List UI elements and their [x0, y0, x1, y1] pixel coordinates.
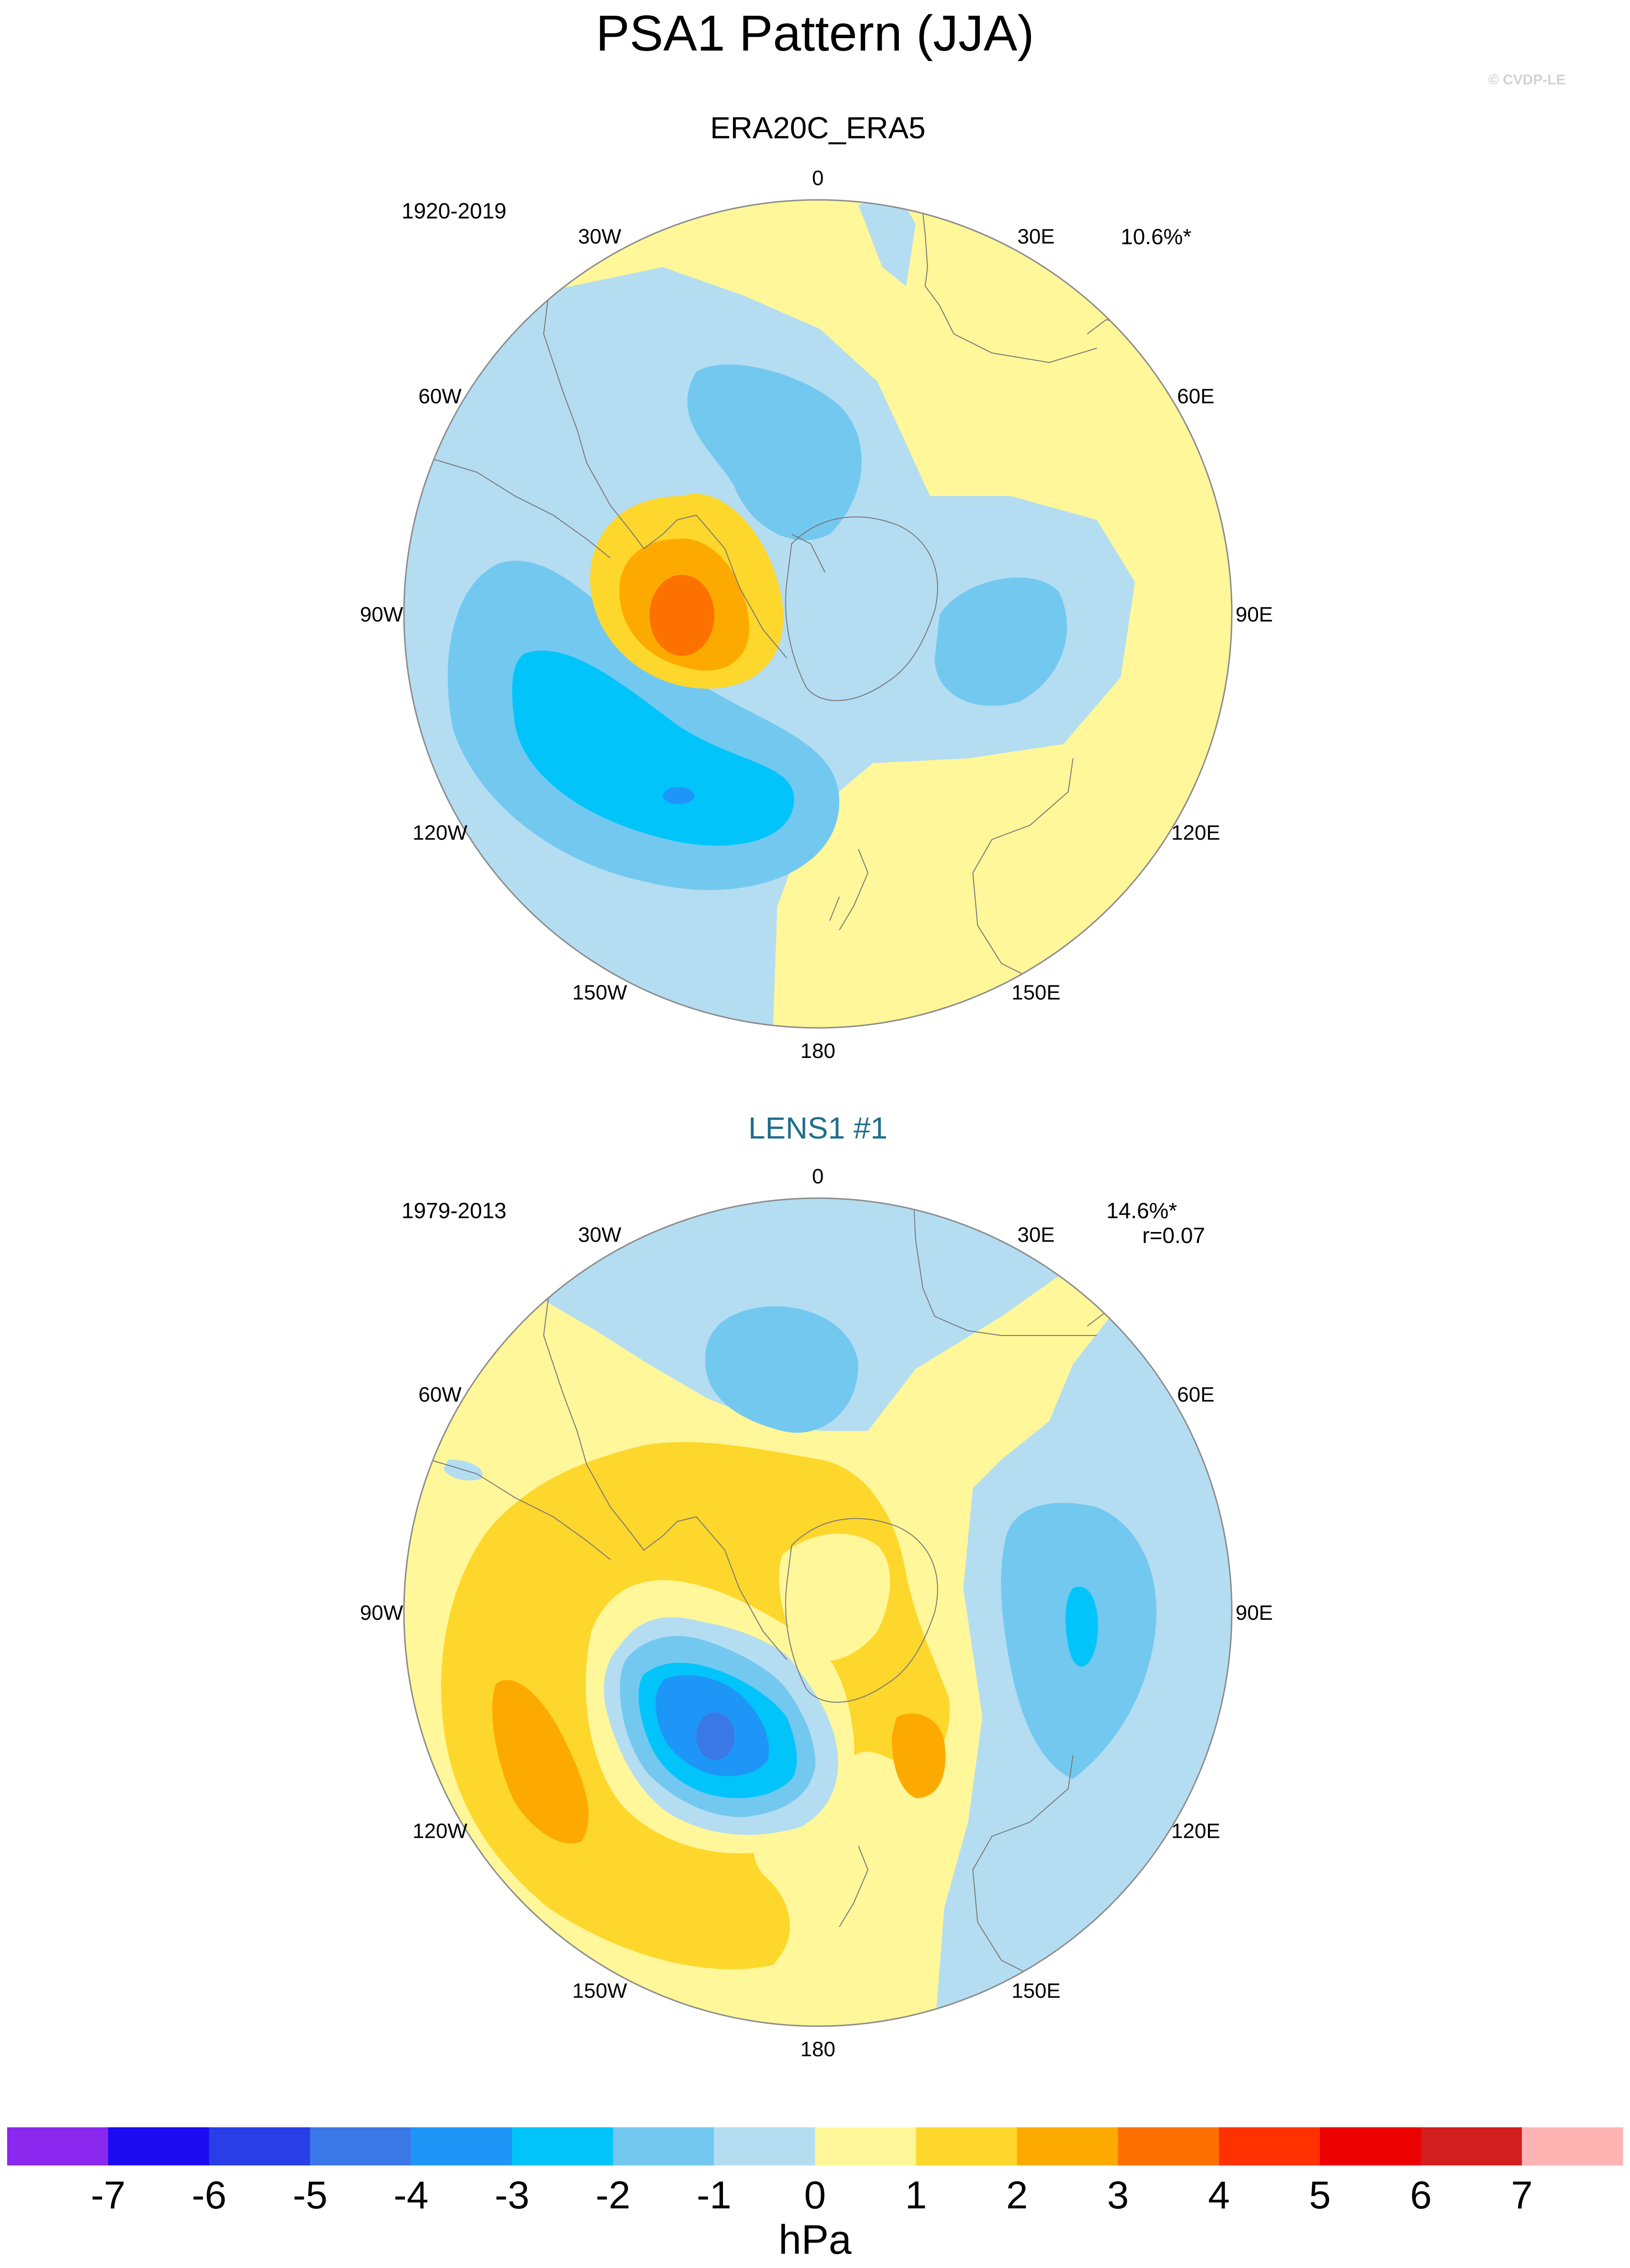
longitude-labels: 0 30E 60E 90E 120E 150E 180 150W 120W 90W 60W 30W: [360, 1165, 1273, 2061]
colorbar-swatch: [1320, 2127, 1421, 2165]
colorbar-tick-label: -4: [394, 2174, 429, 2217]
lon-label-120w: 120W: [413, 821, 467, 845]
colorbar-tick-label: 4: [1208, 2174, 1230, 2217]
map-field: [404, 200, 1232, 1028]
colorbar-swatch: [310, 2127, 412, 2165]
map-border: [403, 199, 1233, 1029]
figure-title: PSA1 Pattern (JJA): [596, 5, 1034, 62]
lon-label-60e: 60E: [1177, 1383, 1214, 1407]
contour-1-to-2-coast: [877, 1534, 898, 1547]
colorbar: hPa -7 -6 -5 -4 -3 -2 -1 0 1 2 3 4 5 6 7: [7, 2127, 1623, 2263]
colorbar-swatch: [1017, 2127, 1118, 2165]
contour-minus3-to-minus2-indian: [1065, 1586, 1098, 1667]
panel-title: ERA20C_ERA5: [710, 111, 926, 145]
contour-minus1-to-0-north: [858, 200, 916, 286]
contour-0-to-1-interior: [779, 1533, 890, 1661]
colorbar-tick-label: -6: [192, 2174, 227, 2217]
lon-label-30w: 30W: [578, 225, 621, 249]
colorbar-tick-label: -1: [697, 2174, 732, 2217]
variance-label: 10.6%*: [1121, 224, 1191, 249]
contour-minus4-to-minus3: [663, 787, 694, 804]
contour-2-to-3-indian: [892, 1713, 946, 1798]
lon-label-90e: 90E: [1236, 603, 1273, 626]
map-field: [404, 1198, 1232, 2026]
panel-title: LENS1 #1: [748, 1111, 887, 1145]
contour-minus2-to-minus1-indian: [935, 577, 1067, 706]
contour-minus5-to-minus4-ross: [696, 1712, 734, 1760]
coastlines: [429, 1198, 1135, 1985]
map-border: [403, 1197, 1233, 2027]
coastlines: [429, 200, 1135, 988]
period-label: 1979-2013: [402, 1198, 506, 1223]
colorbar-swatch: [613, 2127, 714, 2165]
colorbar-swatch: [714, 2127, 815, 2165]
copyright: © CVDP-LE: [1488, 72, 1566, 88]
colorbar-swatch: [1522, 2127, 1623, 2165]
lon-label-150w: 150W: [572, 1979, 627, 2002]
lon-label-30e: 30E: [1017, 1223, 1054, 1247]
panel-era20c-era5: ERA20C_ERA5 1920-2019 10.6%*: [360, 111, 1273, 1063]
colorbar-tick-label: -3: [495, 2174, 529, 2217]
variance-label: 14.6%*: [1106, 1198, 1177, 1223]
lon-label-180: 180: [800, 1039, 835, 1063]
contour-minus2-to-minus1-north: [687, 364, 862, 540]
colorbar-swatch: [512, 2127, 613, 2165]
colorbar-swatch: [916, 2127, 1017, 2165]
lon-label-120e: 120E: [1171, 821, 1220, 845]
colorbar-swatch: [1118, 2127, 1219, 2165]
contour-minus1-to-0-west-a: [410, 1278, 496, 1369]
colorbar-label: hPa: [778, 2217, 851, 2263]
lon-label-90e: 90E: [1236, 1601, 1273, 1625]
colorbar-tick-label: -2: [596, 2174, 630, 2217]
colorbar-tick-label: 1: [905, 2174, 927, 2217]
lon-label-120w: 120W: [413, 1820, 467, 1843]
lon-label-150e: 150E: [1011, 981, 1061, 1004]
colorbar-swatch: [411, 2127, 513, 2165]
lon-label-60w: 60W: [418, 385, 462, 408]
longitude-labels: 0 30E 60E 90E 120E 150E 180 150W 120W 90W 60W 30W: [360, 166, 1273, 1063]
lon-label-120e: 120E: [1171, 1820, 1220, 1843]
contour-2-to-3-pacific: [492, 1680, 589, 1844]
contour-minus3-to-minus2: [512, 651, 794, 846]
lon-label-60w: 60W: [418, 1383, 462, 1407]
lon-label-180: 180: [800, 2038, 835, 2061]
correlation-label: r=0.07: [1142, 1223, 1205, 1248]
lon-label-30e: 30E: [1017, 225, 1054, 249]
colorbar-tick-label: 5: [1309, 2174, 1331, 2217]
colorbar-tick-label: 0: [804, 2174, 826, 2217]
colorbar-tick-label: 2: [1006, 2174, 1028, 2217]
lon-label-90w: 90W: [360, 603, 403, 626]
colorbar-swatch: [209, 2127, 310, 2165]
lon-label-0: 0: [812, 166, 824, 190]
lon-label-90w: 90W: [360, 1601, 403, 1625]
period-label: 1920-2019: [402, 198, 506, 223]
colorbar-tick-label: 7: [1511, 2174, 1533, 2217]
lon-label-60e: 60E: [1177, 385, 1214, 408]
lon-label-150w: 150W: [572, 981, 627, 1004]
colorbar-swatch: [1219, 2127, 1321, 2165]
colorbar-tick-label: -5: [293, 2174, 328, 2217]
contour-3-to-4: [650, 575, 714, 656]
colorbar-swatch: [1421, 2127, 1522, 2165]
contour-minus2-to-minus1-north: [705, 1306, 858, 1433]
colorbar-tick-label: 3: [1107, 2174, 1129, 2217]
panel-lens1: LENS1 #1 1979-2013 14.6%* r=0.07: [360, 1111, 1273, 2061]
lon-label-30w: 30W: [578, 1223, 621, 1247]
lon-label-150e: 150E: [1011, 1979, 1061, 2002]
colorbar-swatch: [815, 2127, 917, 2165]
colorbar-swatch: [108, 2127, 209, 2165]
colorbar-tick-label: -7: [91, 2174, 125, 2217]
colorbar-tick-label: 6: [1410, 2174, 1432, 2217]
colorbar-swatch: [7, 2127, 109, 2165]
lon-label-0: 0: [812, 1165, 824, 1188]
